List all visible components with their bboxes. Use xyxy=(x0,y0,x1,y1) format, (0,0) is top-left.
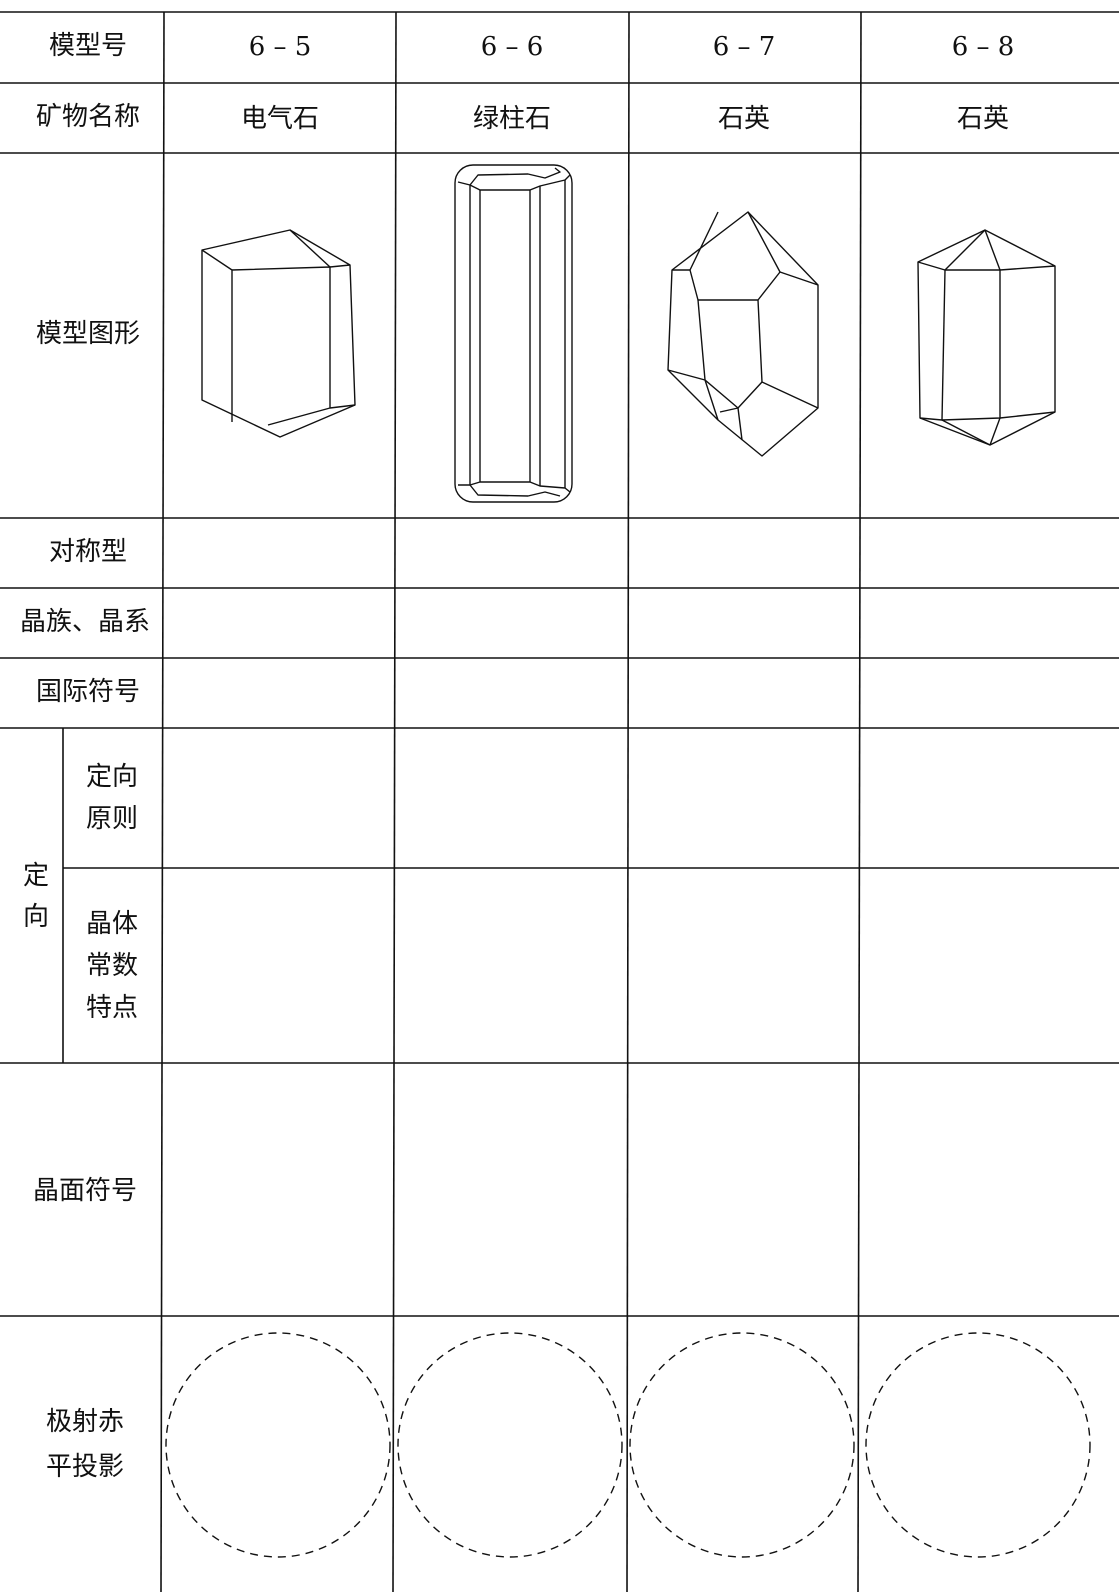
row-label: 常数 xyxy=(86,951,138,981)
group-label: 向 xyxy=(23,902,49,932)
crystal-tourmaline xyxy=(201,229,356,438)
group-label: 定 xyxy=(23,861,49,891)
column-header: 6 – 8 xyxy=(952,32,1015,62)
row-label: 极射赤 xyxy=(46,1407,124,1437)
row-label: 矿物名称 xyxy=(36,102,140,132)
row-label: 模型图形 xyxy=(36,319,140,349)
mineral-name: 石英 xyxy=(718,104,770,134)
row-label: 对称型 xyxy=(49,537,127,567)
mineral-name: 绿柱石 xyxy=(473,104,551,134)
row-label: 晶面符号 xyxy=(33,1176,137,1206)
column-header: 6 – 6 xyxy=(481,32,544,62)
row-label: 定向 xyxy=(86,762,138,792)
row-label: 特点 xyxy=(86,993,138,1023)
row-label: 晶体 xyxy=(86,909,138,939)
mineral-name: 电气石 xyxy=(241,104,319,134)
crystal-quartz-2 xyxy=(917,229,1056,446)
row-label: 国际符号 xyxy=(36,677,140,707)
column-header: 6 – 7 xyxy=(713,32,776,62)
crystal-quartz-1 xyxy=(667,211,819,457)
column-header: 6 – 5 xyxy=(249,32,312,62)
projection-circles xyxy=(165,1332,1091,1558)
mineral-name: 石英 xyxy=(957,104,1009,134)
row-label: 平投影 xyxy=(46,1452,124,1482)
row-label: 原则 xyxy=(86,804,138,834)
table-grid xyxy=(0,11,1119,1592)
row-label: 模型号 xyxy=(49,31,127,61)
row-label: 晶族、晶系 xyxy=(20,607,150,637)
crystal-beryl xyxy=(454,164,573,503)
